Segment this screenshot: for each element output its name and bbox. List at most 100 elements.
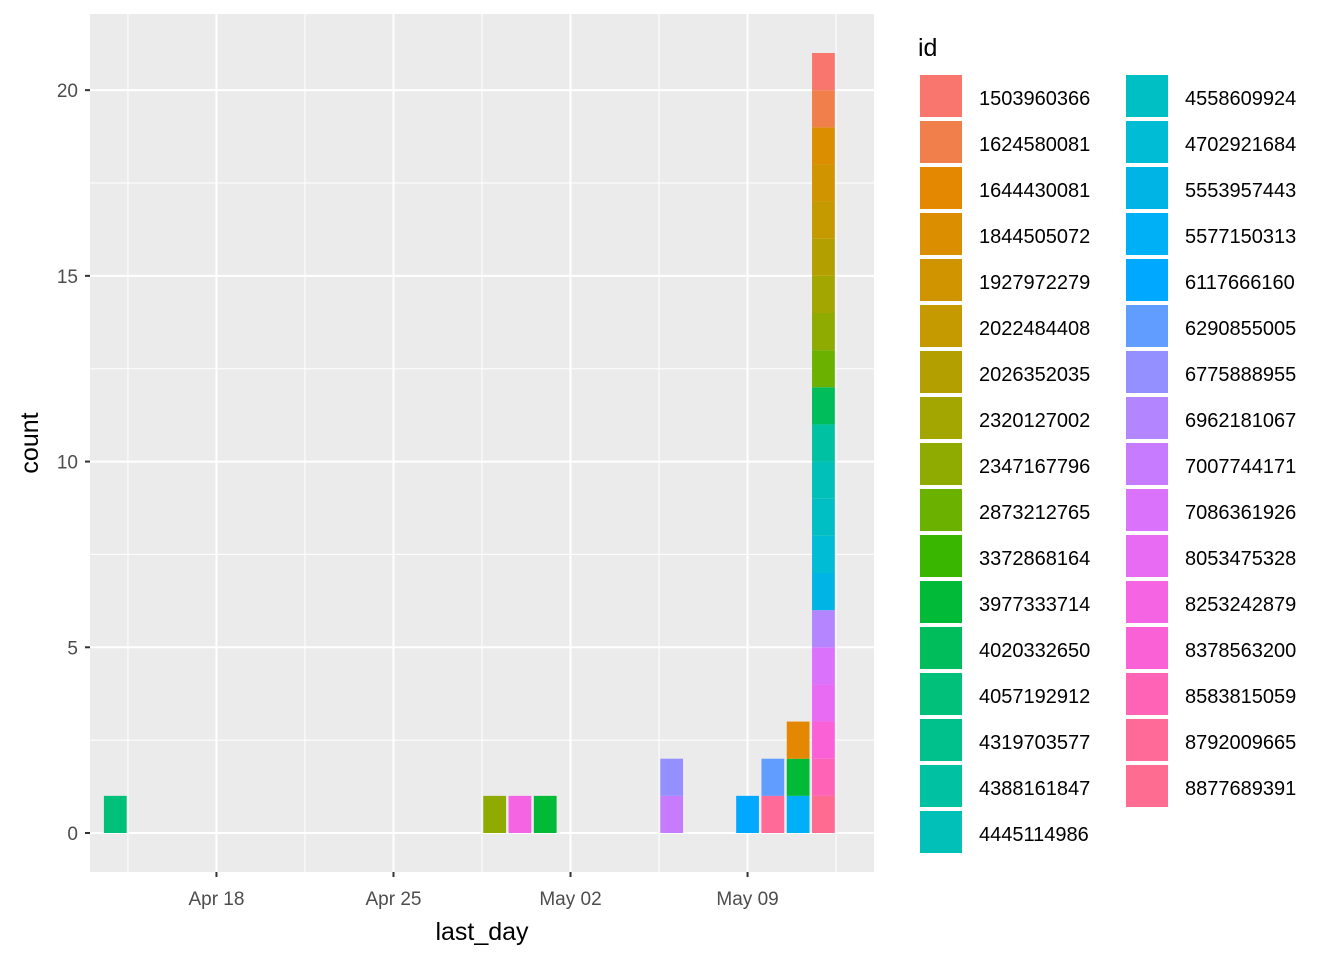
bar-segment-6775888955 [660, 758, 684, 796]
legend-label-4319703577: 4319703577 [979, 732, 1090, 754]
legend-key-1844505072 [920, 213, 962, 255]
legend-label-8877689391: 8877689391 [1185, 778, 1296, 800]
legend-key-1644430081 [920, 167, 962, 209]
x-tick-label: May 02 [539, 889, 601, 910]
legend-label-8378563200: 8378563200 [1185, 640, 1296, 662]
bar-segment-8583815059 [812, 758, 835, 796]
bar-segment-6117666160 [736, 795, 759, 833]
bar-segment-2026352035 [812, 238, 835, 276]
legend-label-2873212765: 2873212765 [979, 502, 1090, 524]
legend-key-8053475328 [1126, 535, 1168, 577]
legend-key-1624580081 [920, 121, 962, 163]
bar-segment-7086361926 [812, 647, 835, 685]
y-tick-label: 15 [57, 267, 78, 288]
legend-key-4020332650 [920, 627, 962, 669]
legend-label-4388161847: 4388161847 [979, 778, 1090, 800]
bar-segment-3977333714 [786, 758, 810, 796]
legend-key-7086361926 [1126, 489, 1168, 531]
legend-label-6962181067: 6962181067 [1185, 410, 1296, 432]
legend-key-8877689391 [1126, 765, 1168, 807]
legend-label-4020332650: 4020332650 [979, 640, 1090, 662]
legend-key-4558609924 [1126, 75, 1168, 117]
x-axis: Apr 18 Apr 25 May 02 May 09 [188, 872, 779, 910]
bar-segment-1644430081 [786, 721, 810, 759]
legend-label-1624580081: 1624580081 [979, 134, 1090, 156]
bar-segment-2347167796 [812, 313, 835, 351]
bar-segment-3977333714 [533, 795, 557, 833]
bar-segment-5577150313 [786, 795, 810, 833]
y-axis-title: count [16, 412, 44, 473]
legend-key-6775888955 [1126, 351, 1168, 393]
legend-label-8792009665: 8792009665 [1185, 732, 1296, 754]
bar-segment-1844505072 [812, 127, 835, 165]
bar-segment-4057192912 [103, 795, 127, 833]
legend-key-1503960366 [920, 75, 962, 117]
grid-major [90, 14, 874, 872]
legend-key-7007744171 [1126, 443, 1168, 485]
legend-key-4319703577 [920, 719, 962, 761]
legend-label-4445114986: 4445114986 [979, 824, 1089, 846]
legend-key-4702921684 [1126, 121, 1168, 163]
x-axis-title: last_day [435, 918, 529, 946]
legend-label-1644430081: 1644430081 [979, 180, 1090, 202]
bar-segment-6962181067 [812, 610, 835, 648]
legend-label-6775888955: 6775888955 [1185, 364, 1296, 386]
legend-key-8792009665 [1126, 719, 1168, 761]
bar-segment-4020332650 [812, 387, 835, 425]
legend-title: id [918, 34, 937, 62]
legend-label-5577150313: 5577150313 [1185, 226, 1296, 248]
y-tick-label: 5 [67, 638, 78, 659]
legend-key-8583815059 [1126, 673, 1168, 715]
bar-segment-2347167796 [483, 795, 507, 833]
legend-label-2026352035: 2026352035 [979, 364, 1090, 386]
legend-key-6290855005 [1126, 305, 1168, 347]
legend-label-2022484408: 2022484408 [979, 318, 1090, 340]
legend-label-7086361926: 7086361926 [1185, 502, 1296, 524]
legend-label-5553957443: 5553957443 [1185, 180, 1296, 202]
legend-key-3372868164 [920, 535, 962, 577]
x-tick-label: Apr 18 [188, 889, 244, 910]
bar-segment-4702921684 [812, 535, 835, 573]
legend-key-4057192912 [920, 673, 962, 715]
bar-segment-8253242879 [508, 795, 532, 833]
x-tick-label: May 09 [716, 889, 778, 910]
y-tick-label: 0 [67, 824, 78, 845]
legend-key-2320127002 [920, 397, 962, 439]
legend-label-4702921684: 4702921684 [1185, 134, 1296, 156]
legend-key-1927972279 [920, 259, 962, 301]
legend-label-6290855005: 6290855005 [1185, 318, 1296, 340]
legend-label-4558609924: 4558609924 [1185, 88, 1296, 110]
bar-segment-5553957443 [812, 573, 835, 611]
legend-key-2026352035 [920, 351, 962, 393]
bar-segment-4558609924 [812, 498, 835, 536]
legend-label-2347167796: 2347167796 [979, 456, 1090, 478]
bar-segment-2320127002 [812, 275, 835, 313]
legend-label-8053475328: 8053475328 [1185, 548, 1296, 570]
bars-layer [103, 53, 835, 833]
x-tick-label: Apr 25 [365, 889, 421, 910]
legend-key-4388161847 [920, 765, 962, 807]
legend-key-2347167796 [920, 443, 962, 485]
legend-label-1927972279: 1927972279 [979, 272, 1090, 294]
bar-segment-4388161847 [812, 424, 835, 462]
bar-segment-2873212765 [812, 350, 835, 388]
bar-segment-4445114986 [812, 461, 835, 499]
bar-segment-8053475328 [812, 684, 835, 722]
grid-minor [90, 14, 874, 872]
bar-segment-1624580081 [812, 90, 835, 128]
y-axis: 0 5 10 15 20 [57, 81, 90, 845]
legend-label-2320127002: 2320127002 [979, 410, 1090, 432]
legend-key-6117666160 [1126, 259, 1168, 301]
bar-segment-7007744171 [660, 795, 684, 833]
bar-segment-1927972279 [812, 164, 835, 202]
legend-label-1503960366: 1503960366 [979, 88, 1090, 110]
legend-key-3977333714 [920, 581, 962, 623]
legend-label-7007744171: 7007744171 [1185, 456, 1296, 478]
legend-key-6962181067 [1126, 397, 1168, 439]
bar-segment-6290855005 [761, 758, 785, 796]
legend-key-2873212765 [920, 489, 962, 531]
y-tick-label: 20 [57, 81, 78, 102]
bar-segment-1503960366 [812, 53, 835, 91]
legend-label-4057192912: 4057192912 [979, 686, 1090, 708]
